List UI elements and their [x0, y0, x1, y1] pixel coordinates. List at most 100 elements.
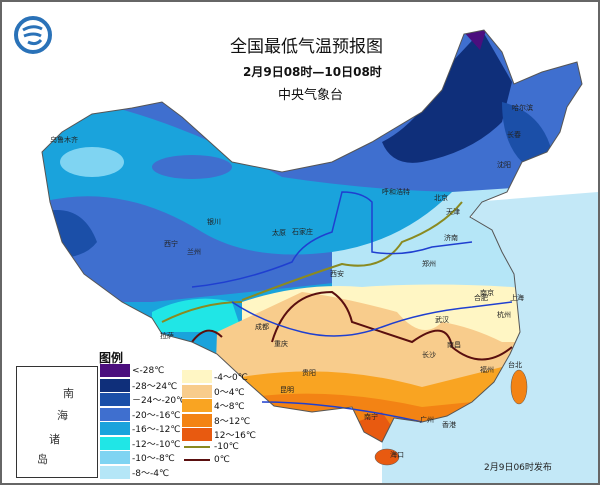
zone-20-16-basin [152, 155, 232, 179]
zone-20-16 [42, 196, 342, 302]
legend-line-item: 0℃ [184, 455, 230, 465]
city-label: 重庆 [274, 339, 288, 348]
city-label: 哈尔滨 [512, 103, 533, 112]
city-label: 北京 [434, 193, 448, 202]
legend-swatch [100, 407, 130, 421]
agency-name: 中央气象台 [278, 88, 344, 103]
legend-label: 4～8℃ [214, 402, 245, 412]
city-label: 乌鲁木齐 [50, 135, 78, 144]
south-china-sea-inset: 南 海 诸 岛 [16, 366, 98, 478]
legend-label: -28～24℃ [132, 381, 178, 392]
forecast-period: 2月9日08时—10日08时 [243, 65, 382, 79]
city-label: 海口 [390, 450, 404, 459]
city-label: 郑州 [422, 260, 436, 268]
legend-label: -10～-8℃ [132, 454, 175, 464]
legend-item: <-28℃ [100, 364, 164, 377]
city-label: 合肥 [474, 293, 488, 302]
legend-item: －24～-20℃ [100, 393, 186, 406]
legend-item: -8～-4℃ [100, 465, 170, 479]
legend-label: -16～-12℃ [132, 425, 181, 435]
legend-item: 0～4℃ [182, 384, 245, 398]
legend-label: －24～-20℃ [132, 396, 187, 406]
zone-12-10 [152, 298, 242, 332]
legend-swatch [182, 428, 212, 441]
city-label: 贵阳 [302, 368, 316, 377]
isotherm-0-west [191, 329, 223, 343]
legend-swatch [100, 465, 130, 479]
city-label: 南昌 [447, 340, 461, 349]
legend-swatch [182, 384, 212, 398]
legend-label: -12～-10℃ [132, 439, 181, 450]
legend-swatch [100, 422, 130, 435]
legend-swatch [100, 451, 130, 464]
legend-label: -4～0℃ [214, 373, 248, 383]
inset-label: 诸 [49, 433, 60, 446]
legend-label: -20～-16℃ [132, 410, 181, 421]
legend-swatch [100, 393, 130, 406]
city-label: 西宁 [164, 239, 178, 248]
city-label: 呼和浩特 [382, 187, 410, 196]
legend-swatch [182, 370, 212, 383]
city-label: 成都 [255, 322, 269, 331]
city-label: 香港 [442, 420, 456, 429]
taiwan-island [510, 369, 528, 405]
hainan-island [374, 448, 400, 466]
city-label: 长春 [507, 130, 521, 139]
legend-label: -8～-4℃ [132, 468, 170, 479]
legend-swatch [182, 399, 212, 412]
zone-10-8-west [60, 147, 124, 177]
city-label: 西安 [330, 269, 344, 278]
city-label: 天津 [446, 208, 460, 216]
inset-label: 岛 [37, 453, 48, 466]
legend-item: -12～-10℃ [100, 436, 181, 450]
map-title: 全国最低气温预报图 [230, 37, 383, 57]
cma-logo-icon [14, 16, 52, 54]
city-label: 武汉 [435, 315, 449, 324]
inset-label: 南 [63, 387, 74, 400]
legend-item: 12～16℃ [182, 428, 256, 441]
city-label: 杭州 [497, 310, 511, 319]
city-label: 南京 [480, 288, 494, 297]
city-label: 沈阳 [497, 160, 511, 169]
isotherm-minus10-west [161, 301, 243, 323]
legend-item: -20～-16℃ [100, 407, 181, 421]
city-label: 长沙 [422, 350, 436, 359]
city-label: 拉萨 [160, 331, 174, 340]
legend-swatch [182, 413, 212, 427]
city-label: 福州 [480, 365, 494, 374]
city-label: 兰州 [187, 247, 201, 256]
legend-label: 0℃ [214, 455, 230, 465]
city-label: 昆明 [280, 386, 294, 394]
rivers [191, 191, 513, 423]
legend-item: -28～24℃ [100, 378, 178, 392]
legend-item: -4～0℃ [182, 370, 248, 383]
legend-label: 12～16℃ [214, 431, 257, 441]
legend-swatch [100, 436, 130, 450]
legend-line-item: -10℃ [184, 442, 239, 452]
isotherm-0 [271, 290, 513, 361]
city-label: 南宁 [364, 412, 378, 421]
legend-line [184, 459, 210, 461]
legend-item: -10～-8℃ [100, 451, 175, 464]
city-label: 济南 [444, 233, 458, 242]
zone-24-20 [502, 102, 552, 162]
legend-label: 8～12℃ [214, 416, 251, 427]
legend-swatch [100, 364, 130, 377]
legend-line [184, 446, 210, 448]
issue-time: 2月9日06时发布 [484, 463, 552, 473]
city-label: 广州 [420, 415, 434, 424]
legend-item: 8～12℃ [182, 413, 251, 427]
legend-title: 图例 [99, 351, 124, 365]
legend-label: <-28℃ [132, 365, 165, 376]
inset-label: 海 [57, 409, 68, 422]
legend-label: 0～4℃ [214, 387, 245, 398]
legend-item: 4～8℃ [182, 399, 245, 412]
isotherm-minus10 [241, 201, 463, 301]
legend-label: -10℃ [214, 442, 239, 452]
legend-swatch [100, 378, 130, 392]
city-label: 石家庄 [292, 227, 313, 236]
zone-28-24 [382, 30, 512, 163]
